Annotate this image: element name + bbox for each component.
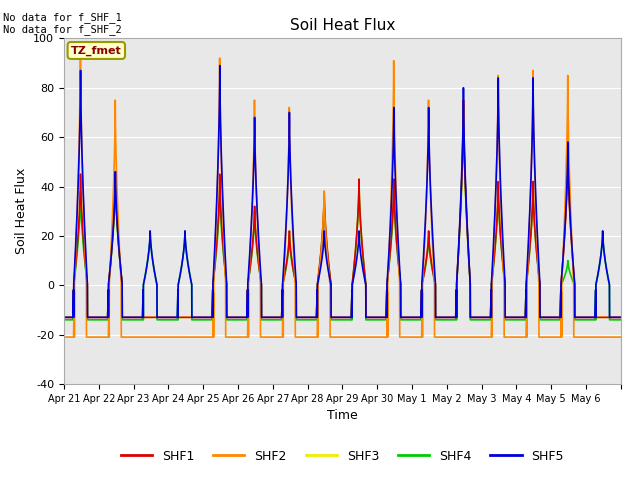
SHF4 (495, 214, 503, 220)
SHF5 (495, 139, 503, 144)
SHF3 (617, 314, 625, 320)
SHF1 (537, 314, 545, 320)
SHF3 (60, 314, 68, 320)
SHF5 (364, 314, 371, 320)
SHF3 (537, 314, 545, 320)
Y-axis label: Soil Heat Flux: Soil Heat Flux (15, 168, 28, 254)
Line: SHF1: SHF1 (64, 100, 621, 317)
SHF3 (495, 212, 503, 218)
SHF2 (617, 334, 625, 340)
SHF3 (393, 242, 401, 248)
SHF1 (393, 241, 401, 247)
Text: No data for f_SHF_1
No data for f_SHF_2: No data for f_SHF_1 No data for f_SHF_2 (3, 12, 122, 36)
Line: SHF2: SHF2 (64, 48, 621, 337)
Legend: SHF1, SHF2, SHF3, SHF4, SHF5: SHF1, SHF2, SHF3, SHF4, SHF5 (116, 444, 569, 468)
SHF1 (460, 97, 467, 103)
Title: Soil Heat Flux: Soil Heat Flux (290, 18, 395, 33)
SHF2 (77, 46, 84, 51)
SHF5 (537, 314, 545, 320)
SHF3 (523, 279, 531, 285)
SHF5 (175, 276, 183, 282)
SHF3 (175, 314, 183, 320)
SHF1 (60, 314, 68, 320)
SHF5 (393, 216, 401, 221)
SHF1 (363, 314, 371, 320)
SHF3 (460, 97, 467, 103)
SHF1 (495, 211, 503, 216)
SHF4 (537, 317, 545, 323)
SHF4 (175, 276, 183, 282)
SHF2 (176, 334, 184, 340)
SHF4 (617, 317, 625, 323)
SHF4 (523, 279, 531, 285)
SHF5 (617, 314, 625, 320)
SHF2 (537, 334, 545, 340)
X-axis label: Time: Time (327, 409, 358, 422)
SHF1 (175, 314, 183, 320)
SHF5 (216, 63, 223, 69)
SHF5 (60, 314, 68, 320)
SHF4 (60, 317, 68, 323)
SHF5 (523, 276, 531, 281)
SHF4 (460, 102, 467, 108)
SHF1 (617, 314, 625, 320)
SHF4 (363, 317, 371, 323)
SHF1 (523, 279, 531, 285)
Line: SHF3: SHF3 (64, 100, 621, 317)
SHF2 (60, 334, 68, 340)
SHF2 (393, 213, 401, 219)
SHF2 (523, 305, 531, 311)
SHF2 (364, 334, 371, 340)
Line: SHF5: SHF5 (64, 66, 621, 317)
Text: TZ_fmet: TZ_fmet (71, 45, 122, 56)
Line: SHF4: SHF4 (64, 105, 621, 320)
SHF2 (495, 147, 503, 153)
SHF4 (393, 244, 401, 250)
SHF3 (363, 314, 371, 320)
